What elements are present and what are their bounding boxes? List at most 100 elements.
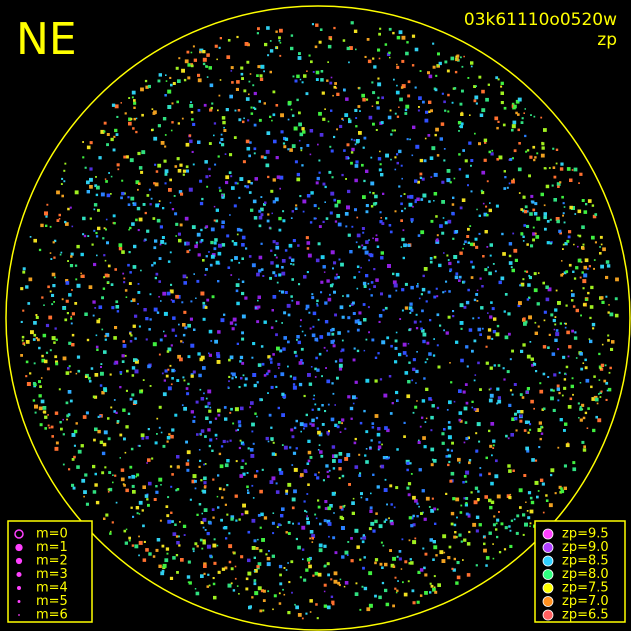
star: [209, 438, 213, 442]
star: [496, 324, 500, 328]
star: [67, 207, 70, 211]
star: [194, 479, 197, 483]
star: [272, 90, 276, 94]
star: [248, 93, 250, 96]
star: [95, 176, 97, 178]
star: [228, 171, 232, 174]
star: [186, 450, 191, 455]
star: [299, 422, 304, 427]
star: [289, 446, 292, 449]
star: [212, 516, 215, 519]
star: [355, 241, 358, 244]
star: [589, 339, 593, 344]
star: [341, 315, 345, 319]
star: [62, 418, 64, 421]
star: [276, 346, 280, 351]
star: [419, 158, 423, 163]
star: [571, 169, 574, 171]
star: [132, 127, 135, 130]
star: [314, 45, 318, 49]
star: [377, 352, 380, 355]
star: [100, 129, 105, 134]
star: [202, 489, 207, 494]
star: [463, 441, 466, 444]
star: [592, 428, 596, 433]
star: [131, 374, 135, 377]
star: [562, 214, 564, 217]
star: [268, 413, 272, 417]
star: [435, 238, 439, 242]
star: [342, 295, 344, 297]
star: [566, 239, 570, 243]
star: [555, 329, 559, 332]
star: [571, 377, 574, 380]
star: [177, 354, 181, 359]
star: [221, 225, 225, 229]
star: [535, 370, 538, 373]
star: [556, 219, 560, 224]
star: [25, 340, 30, 344]
star: [253, 123, 257, 127]
star: [458, 153, 461, 156]
star: [179, 521, 181, 523]
star: [522, 343, 526, 347]
star: [302, 199, 307, 204]
magnitude-label: m=4: [36, 581, 68, 596]
star: [231, 377, 234, 380]
star: [522, 240, 525, 242]
star: [143, 239, 146, 242]
star: [175, 554, 179, 557]
star: [458, 418, 462, 422]
star: [176, 100, 179, 104]
star: [350, 537, 353, 540]
star: [318, 444, 321, 446]
star: [318, 159, 321, 162]
star: [25, 360, 29, 364]
star: [326, 470, 329, 473]
star: [132, 265, 137, 269]
star: [540, 192, 544, 197]
star: [282, 210, 285, 213]
star: [419, 320, 422, 323]
star: [582, 416, 586, 420]
star: [363, 136, 367, 140]
star: [257, 586, 262, 591]
star: [316, 476, 320, 480]
star: [157, 124, 161, 128]
star: [470, 276, 474, 279]
star: [394, 210, 397, 213]
star: [517, 113, 520, 116]
star: [190, 300, 193, 303]
star: [118, 246, 123, 251]
star: [412, 205, 414, 208]
star: [396, 65, 400, 69]
star: [58, 213, 61, 217]
star: [392, 31, 395, 35]
star: [132, 202, 137, 206]
star: [272, 295, 277, 299]
star: [359, 421, 363, 425]
star: [217, 155, 220, 158]
star: [389, 549, 392, 552]
star: [226, 513, 229, 516]
star: [207, 401, 211, 405]
star: [174, 165, 178, 168]
star: [209, 406, 212, 409]
star: [524, 420, 529, 424]
star: [115, 411, 118, 414]
star: [378, 441, 381, 444]
star: [421, 416, 424, 419]
star: [103, 430, 108, 435]
star: [259, 77, 264, 81]
star: [138, 217, 143, 222]
star: [475, 432, 478, 435]
star: [306, 521, 310, 525]
star: [275, 385, 278, 388]
star: [362, 98, 366, 102]
star: [229, 153, 233, 157]
star: [94, 472, 97, 476]
star: [414, 179, 418, 183]
star: [408, 306, 413, 310]
star: [261, 362, 265, 366]
